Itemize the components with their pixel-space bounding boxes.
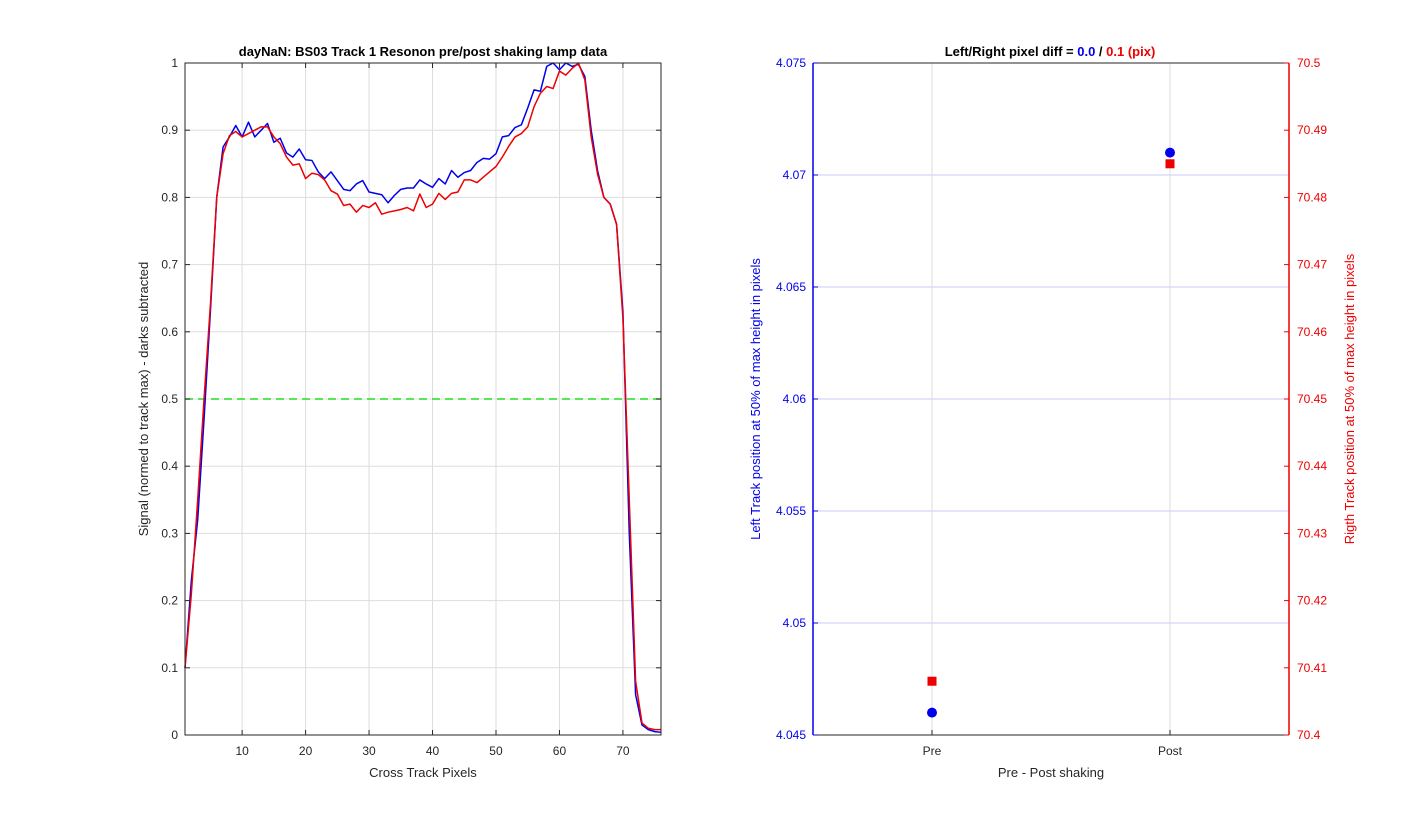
chart2-xtick-label: Post	[1158, 744, 1183, 758]
chart1-ytick-label: 0.2	[161, 594, 178, 608]
chart1-ylabel: Signal (normed to track max) - darks sub…	[136, 262, 151, 537]
chart1-ytick-label: 0	[171, 728, 178, 742]
chart2-right-tick-label: 70.48	[1297, 190, 1327, 204]
chart1-ytick-label: 0.1	[161, 661, 178, 675]
chart2-right-tick-label: 70.45	[1297, 392, 1327, 406]
chart2-right-tick-label: 70.49	[1297, 123, 1327, 137]
chart1-series-group	[184, 62, 662, 734]
chart1-title: dayNaN: BS03 Track 1 Resonon pre/post sh…	[239, 44, 608, 59]
chart2-right-tick-label: 70.46	[1297, 325, 1327, 339]
chart1-ytick-label: 0.4	[161, 459, 178, 473]
chart2-right-point-post	[1165, 159, 1175, 169]
chart2-ylabel-left: Left Track position at 50% of max height…	[748, 258, 763, 540]
chart2-right-point-pre	[927, 676, 937, 686]
chart2-right-tick-label: 70.4	[1297, 728, 1321, 742]
chart2-xtick-label: Pre	[923, 744, 942, 758]
chart1-ytick-label: 0.6	[161, 325, 178, 339]
chart1-xtick-label: 70	[616, 744, 630, 758]
chart2-left-tick-label: 4.055	[776, 504, 806, 518]
chart2-left-tick-label: 4.07	[783, 168, 807, 182]
track-position-chart: Left/Right pixel diff = 0.0 / 0.1 (pix) …	[748, 44, 1357, 780]
signal-profile-chart: dayNaN: BS03 Track 1 Resonon pre/post sh…	[136, 44, 662, 780]
chart1-ytick-label: 0.9	[161, 123, 178, 137]
chart2-title-right-diff: 0.1 (pix)	[1106, 44, 1155, 59]
chart2-title-left-diff: 0.0	[1077, 44, 1095, 59]
chart2-points-group	[927, 147, 1175, 718]
chart2-ylabel-right: Rigth Track position at 50% of max heigh…	[1342, 253, 1357, 544]
chart2-left-tick-label: 4.075	[776, 56, 806, 70]
chart2-left-tick-label: 4.065	[776, 280, 806, 294]
chart2-title-prefix: Left/Right pixel diff =	[945, 44, 1078, 59]
chart1-ytick-label: 1	[171, 56, 178, 70]
chart2-right-tick-label: 70.43	[1297, 526, 1327, 540]
chart1-series-line-2	[184, 62, 661, 731]
chart1-xtick-label: 60	[553, 744, 567, 758]
chart1-xtick-label: 30	[362, 744, 376, 758]
chart1-ytick-label: 0.3	[161, 526, 178, 540]
chart1-xtick-label: 40	[426, 744, 440, 758]
chart2-right-tick-label: 70.42	[1297, 594, 1327, 608]
chart2-left-point-post	[1165, 147, 1175, 158]
chart1-xtick-label: 20	[299, 744, 313, 758]
chart2-title: Left/Right pixel diff = 0.0 / 0.1 (pix)	[945, 44, 1156, 59]
chart1-xlabel: Cross Track Pixels	[369, 765, 477, 780]
chart2-right-tick-label: 70.44	[1297, 459, 1327, 473]
chart2-xlabel: Pre - Post shaking	[998, 765, 1104, 780]
chart2-right-tick-label: 70.47	[1297, 258, 1327, 272]
chart1-ytick-label: 0.5	[161, 392, 178, 406]
chart2-left-tick-label: 4.05	[783, 616, 807, 630]
chart1-ticks: 0 0.1 0.2 0.3 0.4 0.5 0.6 0.7 0.8 0.9 1 10 20 30 40 50 6…	[161, 56, 661, 758]
chart1-xtick-label: 10	[235, 744, 249, 758]
chart2-ticks: 4.045 4.05 4.055 4.06 4.065 4.07 4.075 70.4 70.4…	[776, 56, 1327, 758]
chart2-right-tick-label: 70.41	[1297, 661, 1327, 675]
chart2-title-separator: /	[1095, 44, 1106, 59]
chart1-ytick-label: 0.8	[161, 190, 178, 204]
chart1-ytick-label: 0.7	[161, 258, 178, 272]
chart2-left-tick-label: 4.06	[783, 392, 807, 406]
chart2-right-tick-label: 70.5	[1297, 56, 1321, 70]
chart2-left-tick-label: 4.045	[776, 728, 806, 742]
chart1-xtick-label: 50	[489, 744, 503, 758]
chart2-left-point-pre	[927, 707, 937, 718]
